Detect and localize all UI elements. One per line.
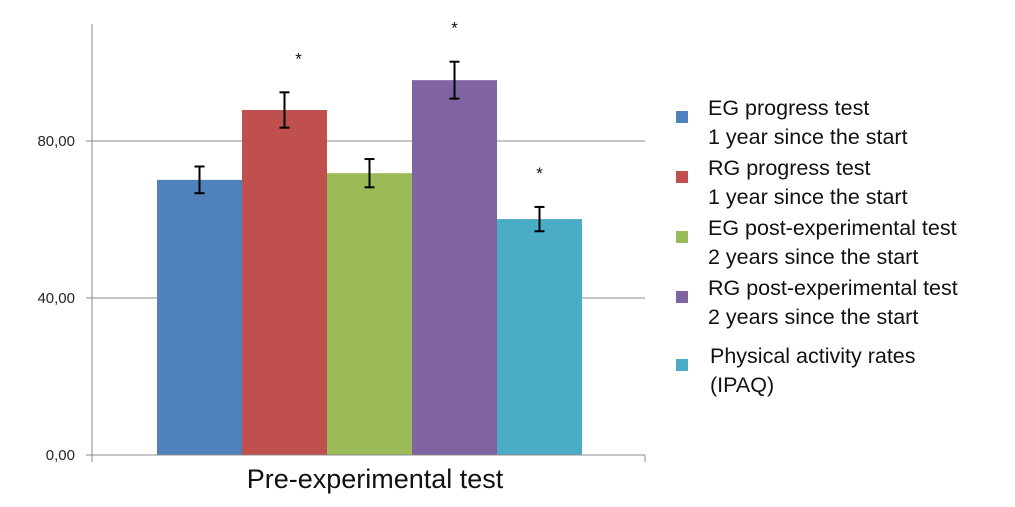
legend-label: RG post-experimental test 2 years since … — [708, 276, 958, 329]
bar-3 — [412, 80, 497, 455]
significance-star: * — [451, 19, 458, 38]
significance-star: * — [295, 49, 302, 68]
legend-label: EG post-experimental test 2 years since … — [708, 216, 957, 269]
legend-swatch — [676, 111, 688, 123]
legend: EG progress test 1 year since the start … — [676, 94, 1011, 402]
legend-swatch — [676, 171, 688, 183]
axes — [86, 24, 646, 462]
bar-2 — [327, 173, 412, 455]
y-tick-labels: 0,00 40,00 80,00 — [37, 133, 75, 464]
legend-label: EG progress test 1 year since the start — [708, 96, 908, 149]
y-tick-label: 0,00 — [46, 447, 75, 464]
significance-star: * — [536, 164, 543, 183]
bar-1 — [242, 109, 327, 456]
error-bars — [194, 60, 545, 233]
x-category-label: Pre-experimental test — [247, 464, 504, 494]
bar-0 — [157, 179, 242, 456]
legend-item-rg-post: RG post-experimental test 2 years since … — [676, 274, 1011, 332]
legend-swatch — [676, 231, 688, 243]
legend-swatch — [676, 291, 688, 303]
legend-swatch — [676, 359, 688, 371]
legend-item-ipaq: Physical activity rates (IPAQ) — [676, 342, 1011, 400]
bar-4 — [497, 219, 582, 455]
legend-label: Physical activity rates (IPAQ) — [710, 344, 916, 397]
y-tick-label: 40,00 — [37, 290, 75, 307]
significance-markers: * * * — [295, 19, 543, 183]
legend-label: RG progress test 1 year since the start — [708, 156, 908, 209]
legend-item-eg-post: EG post-experimental test 2 years since … — [676, 214, 1011, 272]
y-tick-label: 80,00 — [37, 133, 75, 150]
bars — [157, 80, 582, 456]
legend-item-eg-progress: EG progress test 1 year since the start — [676, 94, 1011, 152]
legend-item-rg-progress: RG progress test 1 year since the start — [676, 154, 1011, 212]
